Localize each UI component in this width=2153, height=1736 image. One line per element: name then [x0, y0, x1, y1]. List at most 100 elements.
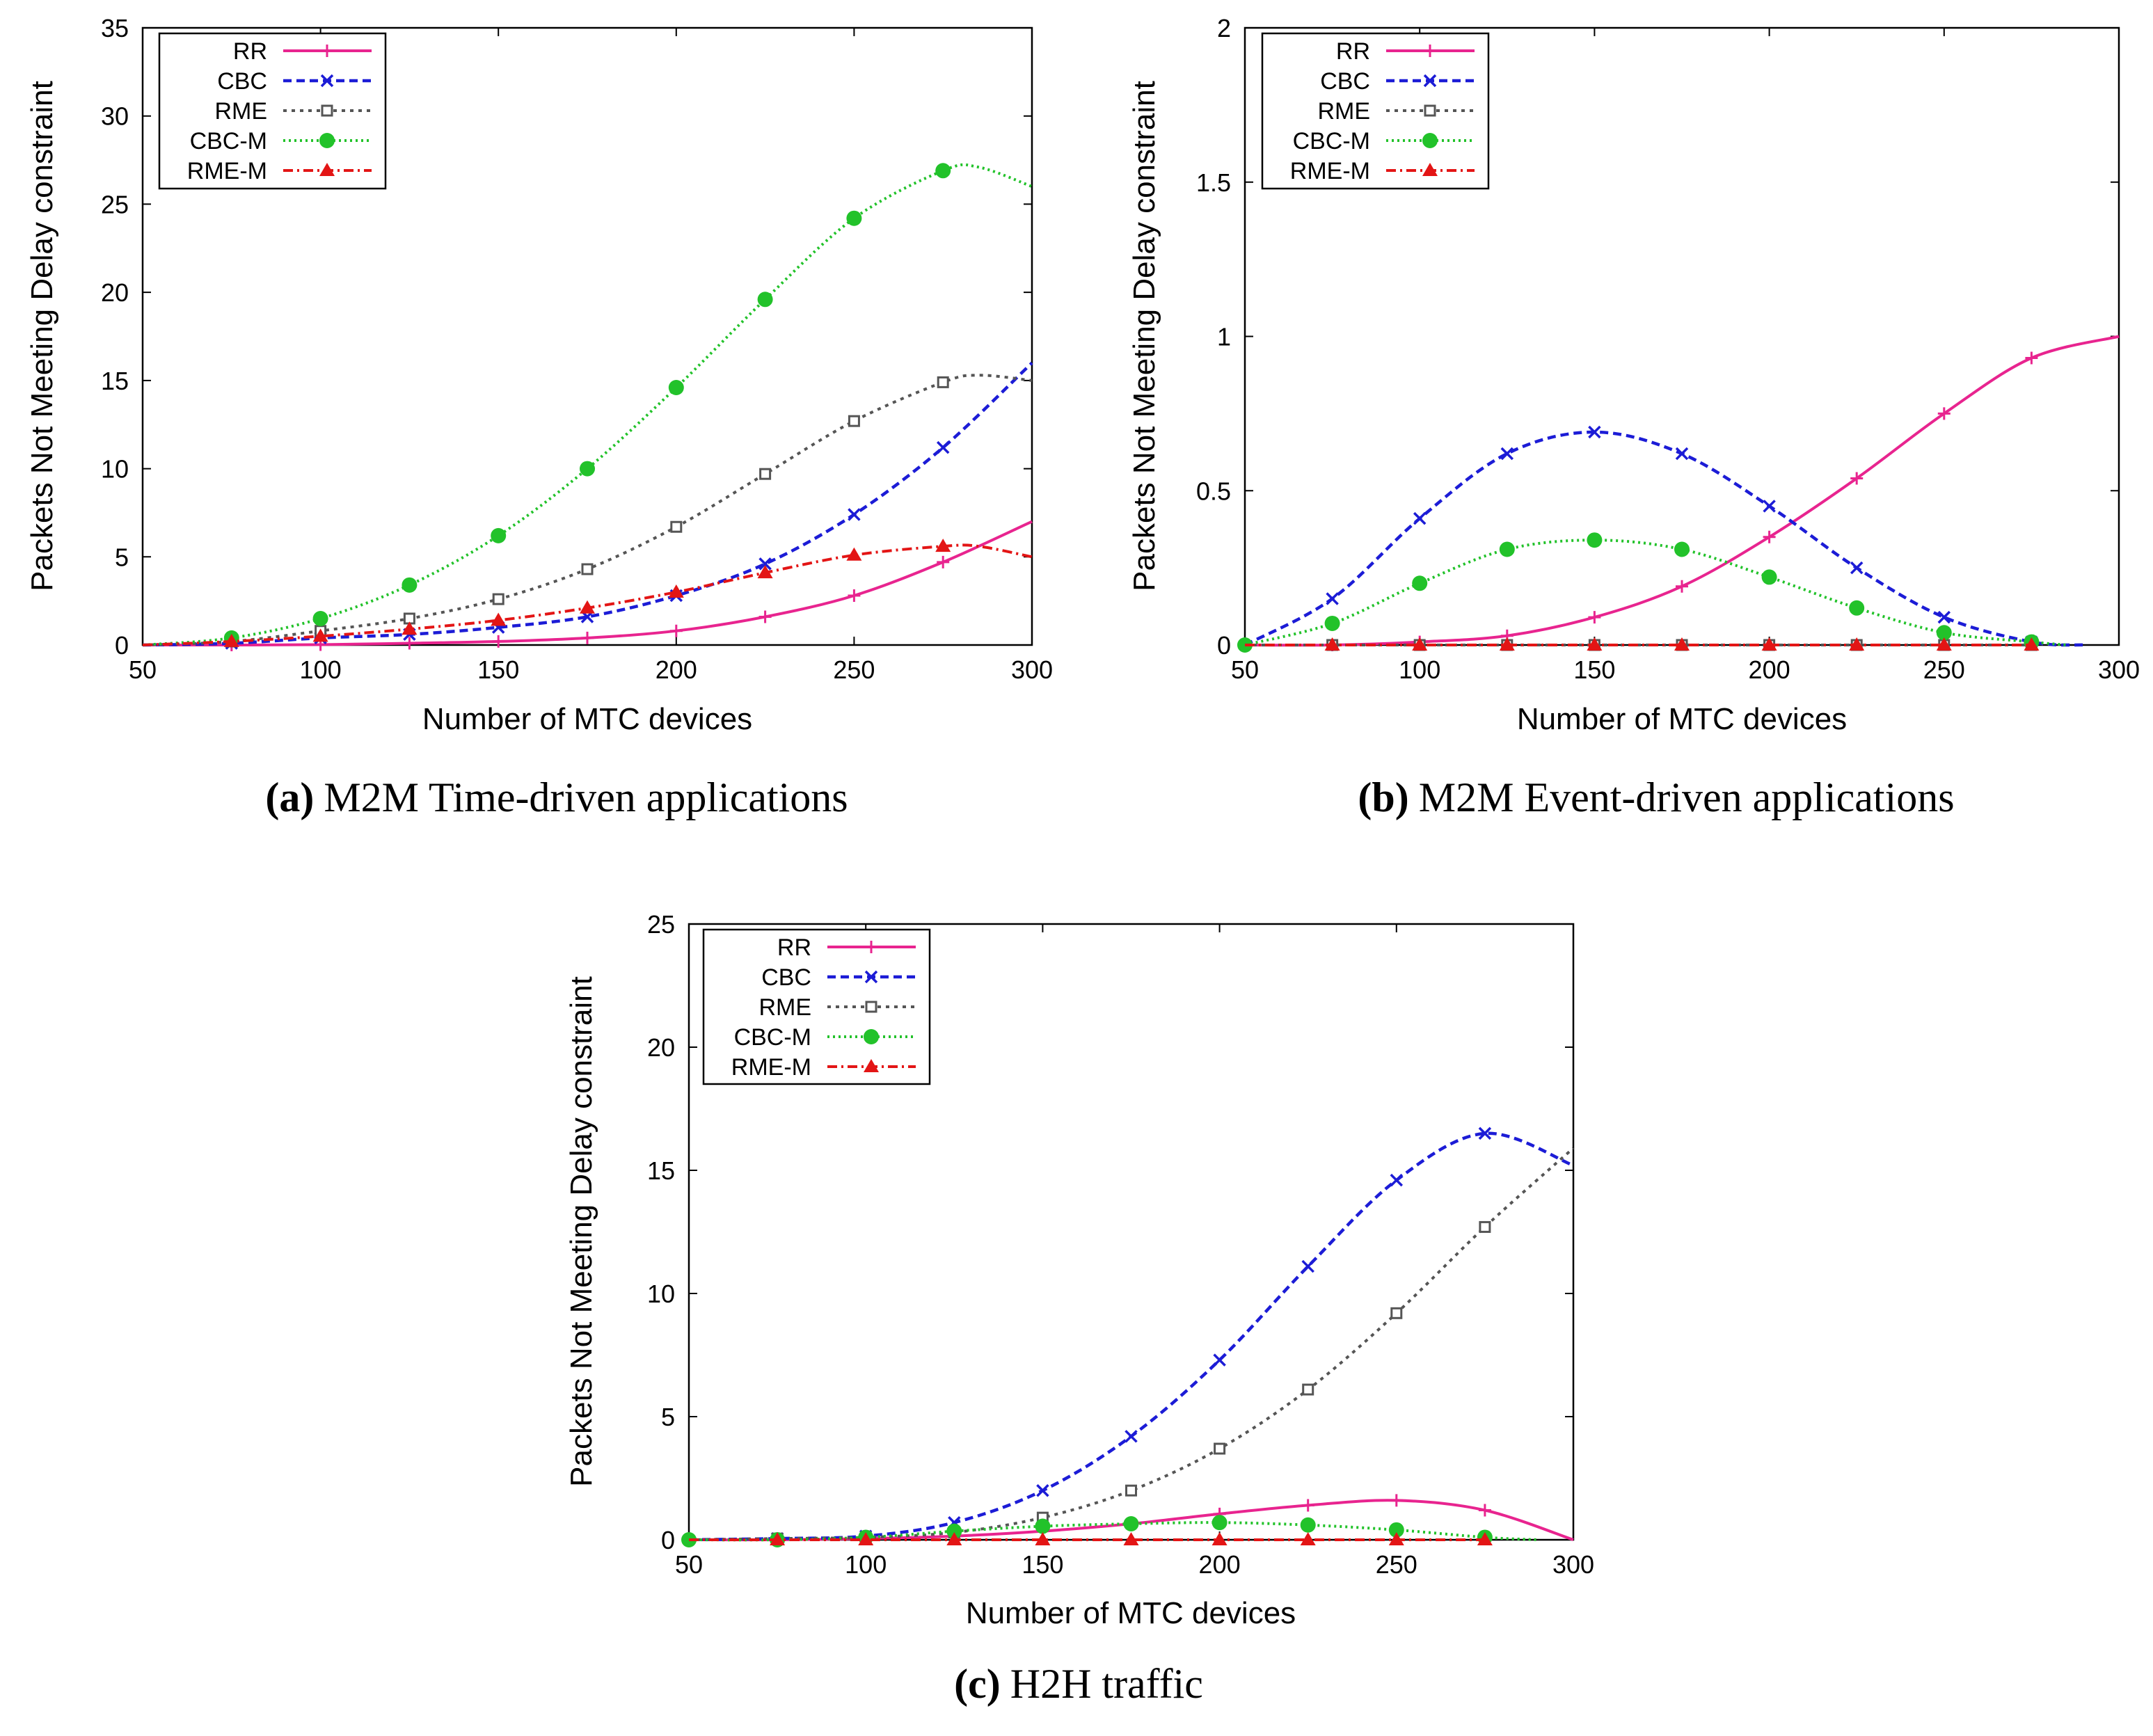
- x-tick-label: 150: [1022, 1550, 1063, 1579]
- data-point-rme-m: [1412, 637, 1428, 651]
- data-point-cbc: [1036, 1483, 1049, 1497]
- legend-marker-cbc: [1423, 74, 1437, 88]
- y-tick-label: 35: [101, 14, 129, 42]
- data-point-rme-m: [1035, 1532, 1051, 1545]
- data-point-cbc: [1937, 610, 1951, 624]
- data-point-rme-m: [1936, 637, 1952, 651]
- data-point-rr: [937, 555, 950, 568]
- series-line-cbc: [1244, 430, 2084, 647]
- legend-marker-cbc: [320, 74, 334, 88]
- chart-panel-a: 50 100 150 200 250 300 0 5 10 15 20 25 30 35 RR CBC RME…: [25, 14, 1053, 820]
- legend-label-cbc-m: CBC-M: [1293, 128, 1370, 154]
- x-tick-label: 50: [1231, 655, 1259, 684]
- data-point-rme-m: [1123, 1532, 1139, 1545]
- data-point-rme: [937, 376, 949, 388]
- data-point-rr: [1301, 1499, 1314, 1512]
- legend-marker-cbc-m: [1422, 133, 1438, 148]
- y-tick-label: 20: [101, 278, 129, 307]
- legend-b: RR CBC RME CBC-M RME-M: [1261, 32, 1490, 190]
- y-tick-label: 2: [1217, 14, 1231, 42]
- data-point-rme-m: [223, 633, 239, 647]
- caption-label-b: (b): [1358, 774, 1408, 820]
- x-tick-label: 100: [845, 1550, 887, 1579]
- data-point-rr: [1390, 1494, 1403, 1507]
- data-point-rme-m: [1587, 637, 1603, 651]
- data-point-rr: [1763, 530, 1776, 543]
- chart-panel-c: 50 100 150 200 250 300 0 5 10 15 20 25 RR CBC RME CBC-…: [564, 910, 1594, 1707]
- legend-label-rme-m: RME-M: [731, 1054, 811, 1081]
- data-point-cbc-m: [580, 461, 595, 477]
- data-point-rme: [848, 415, 860, 427]
- y-tick-label: 1.5: [1196, 168, 1231, 197]
- chart-panel-b: 50 100 150 200 250 300 0 0.5 1 1.5 2 RR CBC RME CBC-M…: [1127, 14, 2140, 820]
- data-point-rme-m: [402, 621, 418, 635]
- data-point-rme-m: [1388, 1532, 1404, 1545]
- data-point-cbc-m: [846, 210, 862, 226]
- caption-a: (a) M2M Time-driven applications: [265, 774, 848, 820]
- data-point-rr: [1588, 611, 1601, 624]
- data-point-cbc: [1850, 561, 1864, 575]
- legend-label-rr: RR: [777, 934, 811, 961]
- legend-label-rme-m: RME-M: [1290, 158, 1370, 184]
- x-axis-label-a: Number of MTC devices: [422, 702, 752, 736]
- data-point-cbc-m: [1388, 1522, 1404, 1538]
- data-point-cbc-m: [946, 1523, 962, 1539]
- y-axis-label-c: Packets Not Meeting Delay constraint: [564, 976, 598, 1487]
- data-point-rme-m: [1211, 1532, 1228, 1545]
- data-point-rme-m: [1761, 637, 1777, 651]
- data-point-rr: [758, 610, 772, 623]
- data-point-cbc: [1326, 592, 1339, 605]
- data-point-cbc: [1675, 447, 1689, 461]
- legend-label-rme: RME: [1317, 98, 1370, 125]
- data-point-cbc-m: [1035, 1518, 1051, 1534]
- legend-marker-rme-m: [864, 1059, 879, 1072]
- x-tick-label: 250: [833, 655, 875, 684]
- legend-label-rme: RME: [214, 98, 267, 125]
- data-point-rme: [1214, 1442, 1226, 1455]
- data-point-rme: [759, 468, 772, 480]
- data-point-rme-m: [1477, 1532, 1493, 1545]
- y-tick-label: 1: [1217, 323, 1231, 351]
- caption-text-a: M2M Time-driven applications: [324, 774, 848, 820]
- data-point-cbc-m: [1123, 1515, 1139, 1531]
- data-point-rme-m: [1849, 637, 1865, 651]
- x-tick-label: 100: [300, 655, 342, 684]
- y-tick-label: 0: [1217, 631, 1231, 660]
- data-point-cbc-m: [1849, 600, 1865, 616]
- data-point-rme-m: [858, 1532, 874, 1545]
- data-point-rr: [1937, 407, 1951, 420]
- data-point-cbc: [1213, 1353, 1226, 1367]
- y-tick-label: 20: [647, 1033, 675, 1062]
- data-point-cbc: [1125, 1430, 1138, 1443]
- data-point-cbc: [936, 440, 950, 454]
- legend-a: RR CBC RME CBC-M RME-M: [158, 32, 387, 190]
- x-axis-label-b: Number of MTC devices: [1517, 702, 1847, 736]
- y-tick-label: 0.5: [1196, 477, 1231, 505]
- data-point-rme-m: [935, 539, 951, 552]
- series-line-rr: [1244, 335, 2120, 647]
- y-axis-label-b: Packets Not Meeting Delay constraint: [1127, 81, 1161, 591]
- legend-marker-rr: [321, 45, 333, 57]
- legend-label-cbc: CBC: [217, 68, 267, 95]
- data-point-cbc-m: [935, 163, 951, 179]
- data-point-rme: [492, 593, 505, 605]
- data-point-cbc: [1478, 1126, 1492, 1140]
- y-axis-label-a: Packets Not Meeting Delay constraint: [25, 81, 59, 591]
- legend-marker-rme-m: [1422, 163, 1438, 176]
- legend-marker-rr: [1424, 45, 1436, 57]
- data-point-cbc-m: [1412, 575, 1428, 591]
- data-point-cbc-m: [1300, 1517, 1316, 1533]
- legend-label-rme-m: RME-M: [187, 158, 267, 184]
- legend-label-rr: RR: [1336, 38, 1370, 65]
- y-tick-label: 5: [661, 1403, 675, 1431]
- x-tick-label: 200: [1749, 655, 1790, 684]
- y-tick-label: 25: [647, 910, 675, 939]
- data-point-rme-m: [491, 612, 507, 626]
- data-point-rr: [848, 589, 861, 603]
- data-point-cbc: [758, 557, 772, 571]
- data-point-rme: [1125, 1484, 1137, 1497]
- data-point-rme-m: [668, 584, 684, 598]
- y-tick-label: 30: [101, 102, 129, 131]
- data-point-cbc-m: [1936, 625, 1952, 641]
